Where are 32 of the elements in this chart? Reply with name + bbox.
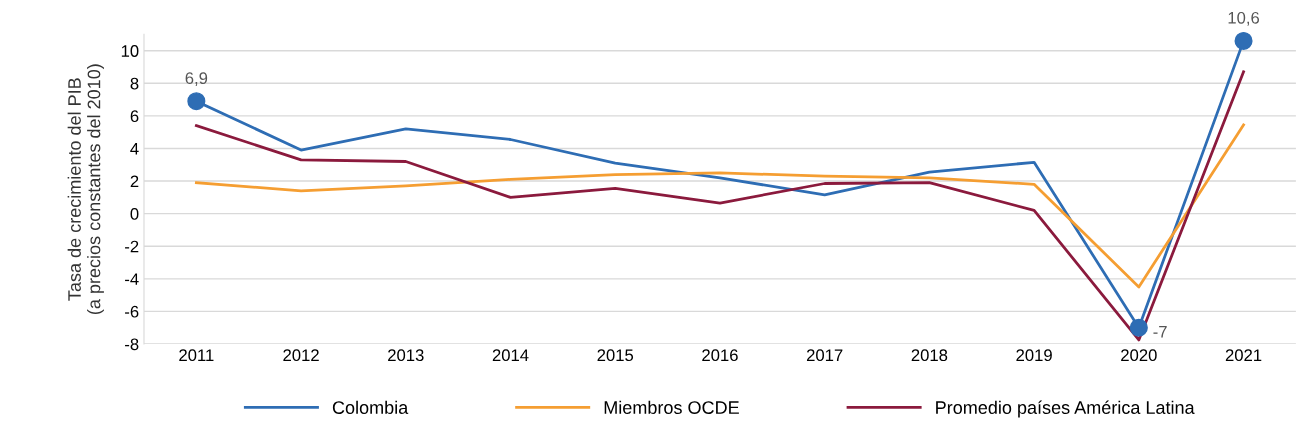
y-tick-label: -8 [125,338,139,351]
y-tick-label: 2 [130,175,139,188]
y-tick-label: 4 [130,143,139,155]
x-tick-label: 2011 [179,349,214,362]
x-tick-label: 2020 [1121,349,1157,362]
data-label: -7 [1153,326,1167,338]
point [187,92,206,111]
x-tick-label: 2014 [492,349,529,362]
x-tick-label: 2019 [1016,349,1052,362]
x-tick-label: 2013 [388,349,424,362]
y-tick-label: 10 [121,45,139,57]
y-tick-label: -4 [125,273,139,285]
y-tick-label: 6 [130,110,139,123]
legend-label: Promedio países América Latina [936,400,1195,418]
x-tick-label: 2016 [702,349,738,362]
legend-label: Colombia [332,400,409,414]
data-label: 10,6 [1228,11,1260,26]
y-tick-label: -2 [125,240,139,253]
y-tick-label: 0 [130,208,139,220]
x-tick-label: 2017 [806,349,843,362]
x-tick-label: 2015 [597,349,634,362]
data-label: 6,9 [185,72,208,86]
y-axis-title: Tasa de crecimiento del PIB (a precios constantes del 2010) [67,64,104,315]
legend-label: Miembros OCDE [604,400,739,414]
y-tick-label: -6 [125,305,139,318]
point [1129,318,1148,337]
line-series [194,123,1245,289]
x-tick-label: 2018 [911,349,948,362]
y-tick-label: 8 [130,77,139,90]
point [1234,31,1253,50]
x-tick-label: 2012 [283,349,319,362]
x-tick-label: 2021 [1225,349,1262,362]
